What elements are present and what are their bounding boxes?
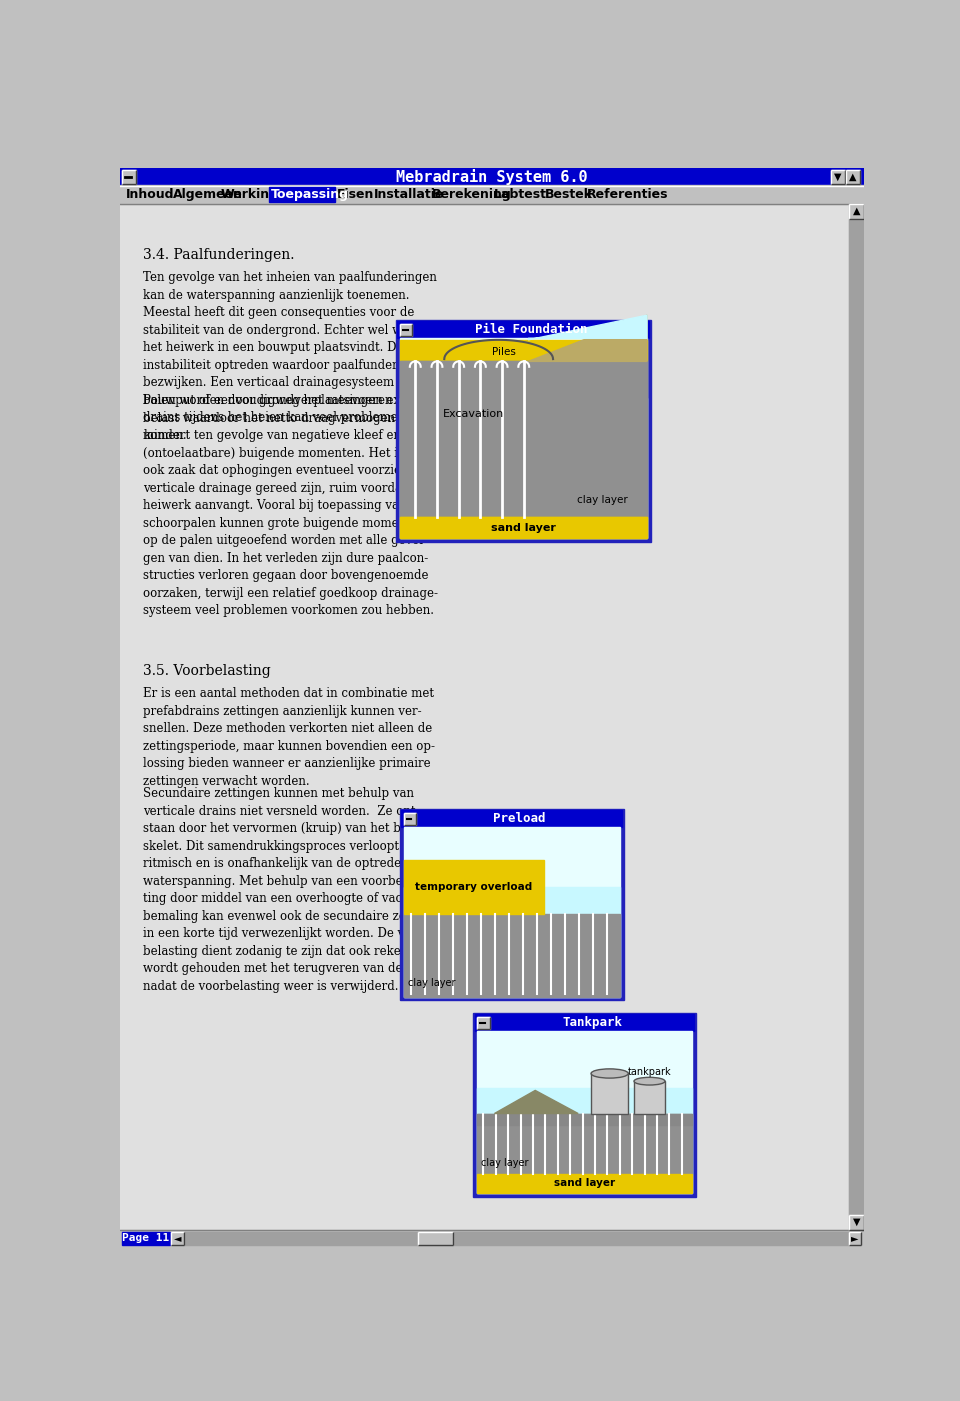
- Text: temporary overload: temporary overload: [416, 881, 533, 892]
- Text: Berekening: Berekening: [432, 188, 512, 200]
- Bar: [849, 1215, 864, 1230]
- Bar: [399, 517, 647, 538]
- Bar: [830, 170, 845, 184]
- Text: Palen worden door grondverplaatsingen extra
belast waardoor het netto draagvermo: Palen worden door grondverplaatsingen ex…: [143, 395, 439, 618]
- Text: Algemeen: Algemeen: [173, 188, 243, 200]
- Text: 3.5. Voorbelasting: 3.5. Voorbelasting: [143, 664, 271, 678]
- Bar: [396, 319, 651, 542]
- Text: ▼: ▼: [852, 1217, 860, 1227]
- Text: Er is een aantal methoden dat in combinatie met
prefabdrains zettingen aanzienli: Er is een aantal methoden dat in combina…: [143, 686, 435, 787]
- Bar: [399, 517, 647, 538]
- Bar: [397, 321, 649, 338]
- Bar: [399, 361, 647, 520]
- Bar: [399, 338, 647, 538]
- Text: Secundaire zettingen kunnen met behulp van
verticale drains niet versneld worden: Secundaire zettingen kunnen met behulp v…: [143, 787, 442, 993]
- Bar: [419, 1233, 453, 1244]
- Text: Labtest: Labtest: [494, 188, 547, 200]
- Bar: [849, 219, 864, 1215]
- Text: Page 11: Page 11: [122, 1233, 169, 1244]
- Bar: [473, 1013, 696, 1196]
- Polygon shape: [494, 1090, 578, 1114]
- Bar: [399, 398, 647, 538]
- Text: Tankpark: Tankpark: [563, 1016, 622, 1030]
- Bar: [849, 203, 864, 1230]
- Text: Werking: Werking: [221, 188, 278, 200]
- Bar: [397, 321, 649, 541]
- Bar: [120, 168, 864, 185]
- Polygon shape: [528, 315, 647, 361]
- Bar: [475, 1014, 694, 1031]
- Bar: [399, 808, 624, 1000]
- Text: Installatie: Installatie: [374, 188, 444, 200]
- Text: Mebradrain System 6.0: Mebradrain System 6.0: [396, 168, 588, 185]
- Bar: [183, 1233, 849, 1244]
- Text: ◄: ◄: [174, 1233, 181, 1244]
- Bar: [849, 203, 864, 219]
- Bar: [849, 1233, 861, 1244]
- Bar: [403, 913, 620, 996]
- Text: sand layer: sand layer: [491, 523, 556, 532]
- Bar: [403, 887, 620, 996]
- Text: Piles: Piles: [492, 347, 516, 357]
- Text: Bestek: Bestek: [544, 188, 592, 200]
- Ellipse shape: [591, 1069, 628, 1079]
- Text: sand layer: sand layer: [554, 1178, 615, 1188]
- Text: Eisen: Eisen: [337, 188, 374, 200]
- Bar: [403, 813, 416, 825]
- Bar: [403, 827, 620, 996]
- Text: Excavation: Excavation: [444, 409, 505, 419]
- Bar: [120, 1230, 864, 1247]
- Bar: [122, 1233, 170, 1244]
- Bar: [399, 361, 647, 517]
- Text: 3.4. Paalfunderingen.: 3.4. Paalfunderingen.: [143, 248, 295, 262]
- Text: ▲: ▲: [850, 171, 857, 182]
- Text: clay layer: clay layer: [577, 495, 628, 504]
- Text: Inhoud: Inhoud: [126, 188, 175, 200]
- Bar: [477, 1031, 692, 1194]
- Bar: [401, 810, 622, 999]
- Text: Pile Foundation: Pile Foundation: [475, 324, 588, 336]
- Bar: [477, 1089, 692, 1194]
- Text: clay layer: clay layer: [408, 978, 455, 988]
- Bar: [120, 185, 864, 203]
- Text: ▼: ▼: [834, 171, 841, 182]
- Bar: [846, 170, 860, 184]
- Bar: [399, 340, 647, 361]
- Text: Preload: Preload: [493, 813, 546, 825]
- Bar: [269, 186, 335, 202]
- Bar: [477, 1114, 692, 1174]
- Bar: [171, 1233, 183, 1244]
- Bar: [475, 1014, 694, 1195]
- Bar: [591, 1073, 628, 1114]
- Bar: [122, 170, 135, 184]
- Text: tankpark: tankpark: [628, 1068, 671, 1077]
- Text: ▲: ▲: [852, 206, 860, 216]
- Bar: [477, 1114, 692, 1125]
- Text: clay layer: clay layer: [481, 1159, 529, 1168]
- Polygon shape: [528, 315, 647, 340]
- Bar: [399, 324, 412, 336]
- Bar: [477, 1174, 692, 1194]
- Bar: [477, 1017, 490, 1028]
- Text: Referenties: Referenties: [587, 188, 668, 200]
- Text: Ten gevolge van het inheien van paalfunderingen
kan de waterspanning aanzienlijk: Ten gevolge van het inheien van paalfund…: [143, 272, 444, 441]
- Text: ►: ►: [851, 1233, 858, 1244]
- Bar: [634, 1082, 665, 1114]
- Bar: [403, 860, 544, 913]
- Bar: [401, 810, 622, 827]
- Ellipse shape: [634, 1077, 665, 1084]
- Text: Toepassing: Toepassing: [271, 188, 349, 200]
